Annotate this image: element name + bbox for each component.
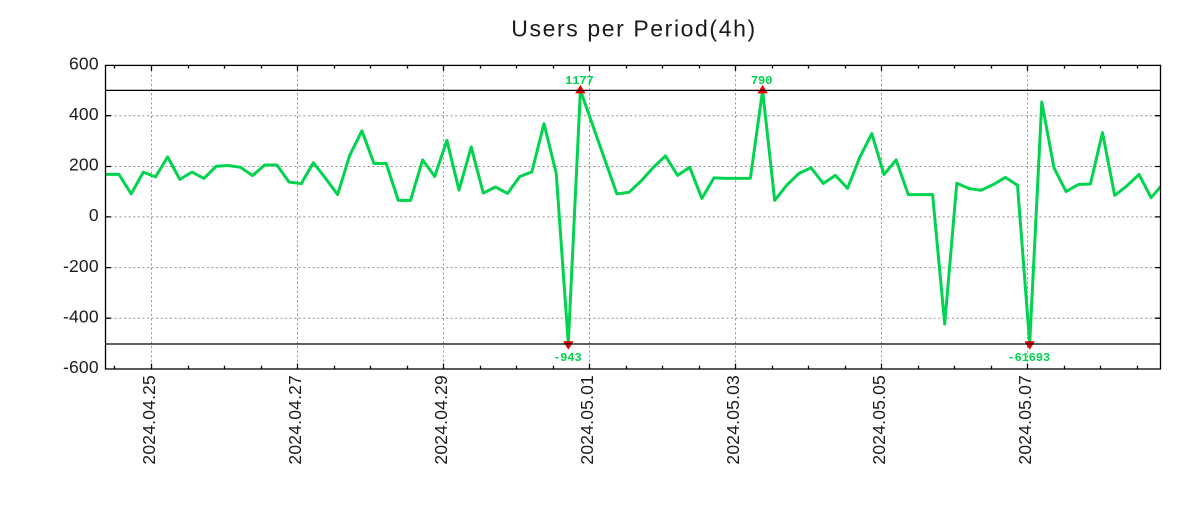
svg-text:200: 200 [69,155,99,175]
svg-text:2024.05.07: 2024.05.07 [1015,375,1035,465]
svg-text:2024.04.25: 2024.04.25 [139,375,159,465]
svg-text:-61693: -61693 [1007,351,1050,365]
svg-text:-943: -943 [553,351,581,365]
svg-text:-200: -200 [63,256,99,276]
svg-text:Users per Period(4h): Users per Period(4h) [511,16,756,42]
svg-text:2024.05.03: 2024.05.03 [723,375,743,465]
svg-text:-600: -600 [63,357,99,377]
svg-text:-400: -400 [63,306,99,326]
svg-text:600: 600 [69,54,99,74]
svg-text:1177: 1177 [565,74,593,88]
svg-text:790: 790 [751,74,772,88]
svg-text:400: 400 [69,104,99,124]
svg-text:2024.05.01: 2024.05.01 [577,375,597,465]
svg-text:0: 0 [89,205,99,225]
svg-text:2024.04.29: 2024.04.29 [431,375,451,465]
svg-text:2024.04.27: 2024.04.27 [285,375,305,465]
svg-text:2024.05.05: 2024.05.05 [869,375,889,465]
